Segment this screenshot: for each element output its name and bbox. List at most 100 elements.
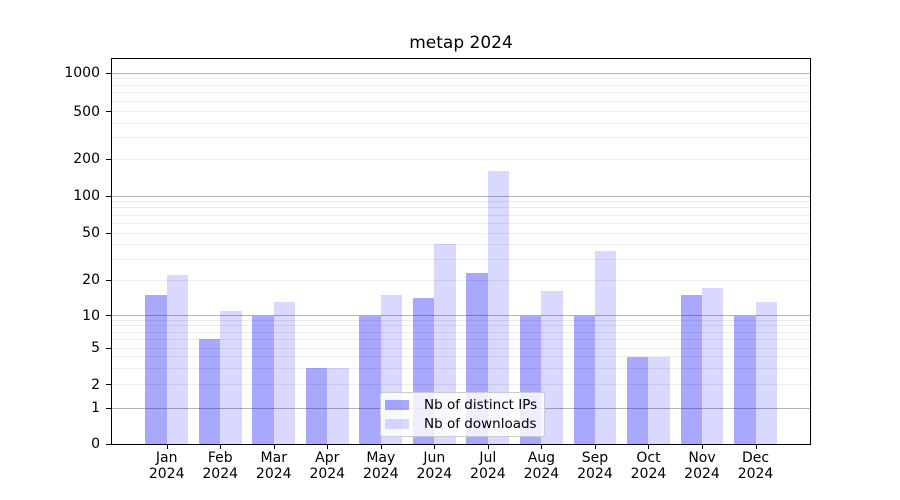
minor-gridline-7 <box>112 331 810 333</box>
x-tick-label-oct: Oct 2024 <box>630 450 667 482</box>
x-tick-label-dec: Dec 2024 <box>737 450 774 482</box>
gridline-5 <box>112 347 810 349</box>
bar-downloads-aug <box>541 291 563 444</box>
legend-label-downloads: Nb of downloads <box>424 416 537 433</box>
x-tick-label-jun: Jun 2024 <box>416 450 453 482</box>
bar-downloads-mar <box>273 302 296 444</box>
x-tick-aug <box>541 444 543 449</box>
bar-distinct-ips-apr <box>305 368 328 444</box>
bar-distinct-ips-nov <box>680 294 702 444</box>
y-tick-0 <box>106 443 111 445</box>
y-tick-20 <box>106 279 111 281</box>
minor-gridline-6 <box>112 338 810 340</box>
legend-label-distinct-ips: Nb of distinct IPs <box>424 396 538 413</box>
minor-gridline-300 <box>112 137 810 139</box>
bar-distinct-ips-feb <box>198 339 221 444</box>
minor-gridline-600 <box>112 100 810 102</box>
gridline-50 <box>112 232 810 234</box>
y-tick-2 <box>106 384 111 385</box>
legend-swatch-distinct-ips <box>385 399 409 410</box>
bar-downloads-jul <box>487 170 510 444</box>
y-tick-label-1000: 1000 <box>64 65 100 81</box>
y-tick-50 <box>106 232 111 234</box>
bar-distinct-ips-dec <box>734 315 756 444</box>
x-tick-label-apr: Apr 2024 <box>309 450 346 482</box>
minor-gridline-4 <box>112 356 810 358</box>
minor-gridline-8 <box>112 325 810 327</box>
x-tick-sep <box>594 444 596 449</box>
y-tick-label-100: 100 <box>73 188 100 204</box>
y-tick-10 <box>106 315 111 316</box>
legend-swatch-downloads <box>385 419 409 430</box>
x-tick-oct <box>648 444 650 449</box>
x-tick-dec <box>755 444 757 449</box>
bar-downloads-apr <box>327 368 349 444</box>
x-tick-label-feb: Feb 2024 <box>202 450 239 482</box>
bar-distinct-ips-mar <box>252 315 274 444</box>
minor-gridline-80 <box>112 207 810 209</box>
bar-distinct-ips-jan <box>145 294 167 444</box>
y-tick-label-0: 0 <box>91 436 100 452</box>
bar-downloads-nov <box>702 288 724 444</box>
minor-gridline-70 <box>112 214 810 216</box>
major-gridline-100 <box>112 195 810 197</box>
y-tick-label-200: 200 <box>73 151 100 167</box>
x-tick-label-may: May 2024 <box>362 450 399 482</box>
y-tick-label-500: 500 <box>73 103 100 120</box>
minor-gridline-90 <box>112 201 810 203</box>
chart-title: metap 2024 <box>409 33 513 53</box>
bar-downloads-jan <box>166 275 189 444</box>
minor-gridline-3 <box>112 367 810 369</box>
major-gridline-1000 <box>112 72 810 74</box>
minor-gridline-40 <box>112 243 810 245</box>
major-gridline-10 <box>112 315 810 316</box>
bar-distinct-ips-may <box>359 315 381 444</box>
x-tick-nov <box>702 444 703 449</box>
plot-area <box>111 58 811 445</box>
x-tick-feb <box>220 444 222 449</box>
y-tick-100 <box>106 195 111 197</box>
x-tick-may <box>380 444 382 449</box>
x-tick-label-mar: Mar 2024 <box>255 450 292 482</box>
y-tick-label-2: 2 <box>91 376 100 393</box>
x-tick-label-jan: Jan 2024 <box>148 450 185 482</box>
bar-downloads-feb <box>220 310 242 444</box>
bar-downloads-oct <box>648 356 670 444</box>
minor-gridline-400 <box>112 122 810 124</box>
gridline-500 <box>112 111 810 112</box>
bar-distinct-ips-sep <box>573 315 595 444</box>
minor-gridline-60 <box>112 222 810 224</box>
y-tick-label-10: 10 <box>82 307 100 324</box>
y-tick-200 <box>106 158 111 160</box>
legend-entry-distinct-ips: Nb of distinct IPs <box>385 397 544 413</box>
x-tick-jun <box>434 444 436 449</box>
minor-gridline-900 <box>112 78 810 80</box>
legend: Nb of distinct IPs Nb of downloads <box>380 392 545 437</box>
y-tick-500 <box>106 111 111 112</box>
x-tick-label-jul: Jul 2024 <box>470 450 506 482</box>
x-tick-label-nov: Nov 2024 <box>684 450 720 482</box>
x-tick-label-sep: Sep 2024 <box>577 450 613 482</box>
bar-distinct-ips-oct <box>627 356 649 444</box>
y-tick-label-50: 50 <box>82 225 100 241</box>
legend-entry-downloads: Nb of downloads <box>385 416 544 432</box>
y-tick-5 <box>106 347 111 349</box>
minor-gridline-30 <box>112 258 810 260</box>
x-tick-jan <box>166 444 168 449</box>
x-tick-apr <box>327 444 329 449</box>
x-tick-label-aug: Aug 2024 <box>523 450 560 482</box>
gridline-20 <box>112 279 810 281</box>
x-tick-mar <box>273 444 275 449</box>
y-tick-label-1: 1 <box>91 400 100 416</box>
y-tick-1000 <box>106 72 111 74</box>
y-tick-label-5: 5 <box>91 340 100 356</box>
bar-downloads-dec <box>755 302 777 444</box>
gridline-200 <box>112 158 810 160</box>
minor-gridline-9 <box>112 319 810 321</box>
y-tick-1 <box>106 407 111 409</box>
bar-downloads-sep <box>594 251 617 444</box>
gridline-2 <box>112 384 810 385</box>
minor-gridline-800 <box>112 84 810 86</box>
y-tick-label-20: 20 <box>82 272 100 288</box>
